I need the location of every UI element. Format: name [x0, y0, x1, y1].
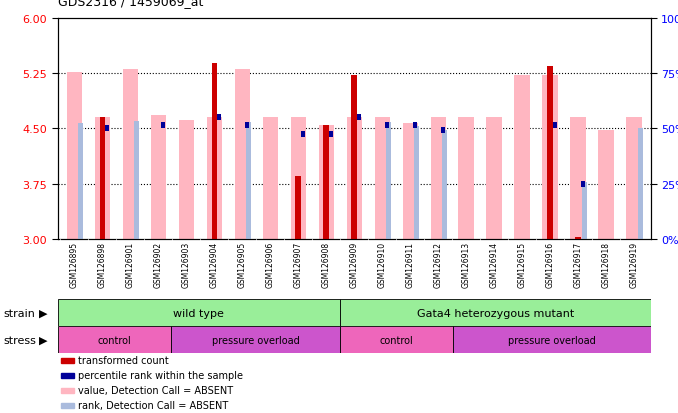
Bar — [100, 118, 105, 240]
Bar — [212, 64, 217, 240]
Text: GDS2316 / 1459069_at: GDS2316 / 1459069_at — [58, 0, 203, 8]
Bar — [547, 66, 553, 240]
Text: GSM126916: GSM126916 — [546, 241, 555, 287]
Bar — [246, 123, 251, 240]
Text: GSM126910: GSM126910 — [378, 241, 386, 287]
Bar — [570, 118, 586, 240]
Bar — [60, 373, 74, 378]
Text: GSM126903: GSM126903 — [182, 241, 191, 287]
Bar — [414, 122, 417, 128]
Bar — [515, 76, 530, 240]
Bar — [346, 118, 362, 240]
Bar — [340, 299, 651, 326]
Bar — [340, 326, 453, 353]
Text: percentile rank within the sample: percentile rank within the sample — [79, 370, 243, 380]
Bar — [207, 118, 222, 240]
Bar — [106, 126, 109, 132]
Bar — [351, 76, 357, 240]
Bar — [151, 116, 166, 240]
Bar — [599, 131, 614, 240]
Bar — [374, 118, 390, 240]
Text: GSM126911: GSM126911 — [405, 241, 415, 287]
Bar — [553, 122, 557, 128]
Bar — [385, 122, 389, 128]
Text: GSM126905: GSM126905 — [238, 241, 247, 287]
Bar — [323, 126, 329, 240]
Bar — [60, 404, 74, 408]
Text: GSM126918: GSM126918 — [601, 241, 611, 287]
Bar — [134, 122, 139, 240]
Bar — [458, 118, 474, 240]
Bar — [95, 118, 110, 240]
Bar — [58, 326, 171, 353]
Bar — [414, 127, 419, 240]
Text: stress: stress — [3, 335, 36, 345]
Text: GSM126902: GSM126902 — [154, 241, 163, 287]
Bar — [542, 76, 558, 240]
Text: pressure overload: pressure overload — [508, 335, 596, 345]
Bar — [581, 181, 585, 187]
Text: transformed count: transformed count — [79, 356, 169, 366]
Text: Gata4 heterozygous mutant: Gata4 heterozygous mutant — [417, 308, 574, 318]
Text: control: control — [97, 335, 131, 345]
Text: GSM126908: GSM126908 — [322, 241, 331, 287]
Bar — [582, 183, 586, 240]
Bar — [403, 124, 418, 240]
Bar — [291, 118, 306, 240]
Text: pressure overload: pressure overload — [212, 335, 299, 345]
Bar — [638, 129, 643, 240]
Bar — [60, 388, 74, 393]
Text: GSM126913: GSM126913 — [462, 241, 471, 287]
Text: GSM126906: GSM126906 — [266, 241, 275, 287]
Bar — [171, 326, 340, 353]
Bar — [357, 115, 361, 121]
Text: GSM126895: GSM126895 — [70, 241, 79, 287]
Text: GSM126915: GSM126915 — [518, 241, 527, 287]
Bar — [453, 326, 651, 353]
Bar — [262, 118, 278, 240]
Bar — [58, 299, 340, 326]
Text: GSM126912: GSM126912 — [434, 241, 443, 287]
Bar — [296, 177, 301, 240]
Bar — [330, 132, 334, 138]
Bar — [487, 118, 502, 240]
Text: ▶: ▶ — [39, 335, 48, 345]
Bar — [245, 122, 250, 128]
Bar — [441, 128, 445, 133]
Text: control: control — [380, 335, 414, 345]
Text: GSM126919: GSM126919 — [630, 241, 639, 287]
Bar — [60, 358, 74, 363]
Bar — [301, 132, 305, 138]
Bar — [66, 72, 82, 240]
Text: GSM126914: GSM126914 — [490, 241, 499, 287]
Bar — [431, 118, 446, 240]
Bar — [78, 124, 83, 240]
Text: ▶: ▶ — [39, 308, 48, 318]
Bar — [235, 70, 250, 240]
Bar — [179, 120, 194, 240]
Bar — [626, 118, 642, 240]
Bar — [218, 115, 221, 121]
Bar — [319, 126, 334, 240]
Text: wild type: wild type — [174, 308, 224, 318]
Text: GSM126909: GSM126909 — [350, 241, 359, 287]
Text: rank, Detection Call = ABSENT: rank, Detection Call = ABSENT — [79, 401, 228, 411]
Bar — [442, 131, 447, 240]
Text: GSM126904: GSM126904 — [210, 241, 219, 287]
Text: GSM126901: GSM126901 — [126, 241, 135, 287]
Bar — [123, 70, 138, 240]
Text: value, Detection Call = ABSENT: value, Detection Call = ABSENT — [79, 386, 233, 396]
Bar — [576, 237, 581, 240]
Text: GSM126917: GSM126917 — [574, 241, 582, 287]
Bar — [386, 123, 391, 240]
Text: GSM126898: GSM126898 — [98, 241, 107, 287]
Bar — [161, 122, 165, 128]
Text: GSM126907: GSM126907 — [294, 241, 303, 287]
Text: strain: strain — [3, 308, 35, 318]
